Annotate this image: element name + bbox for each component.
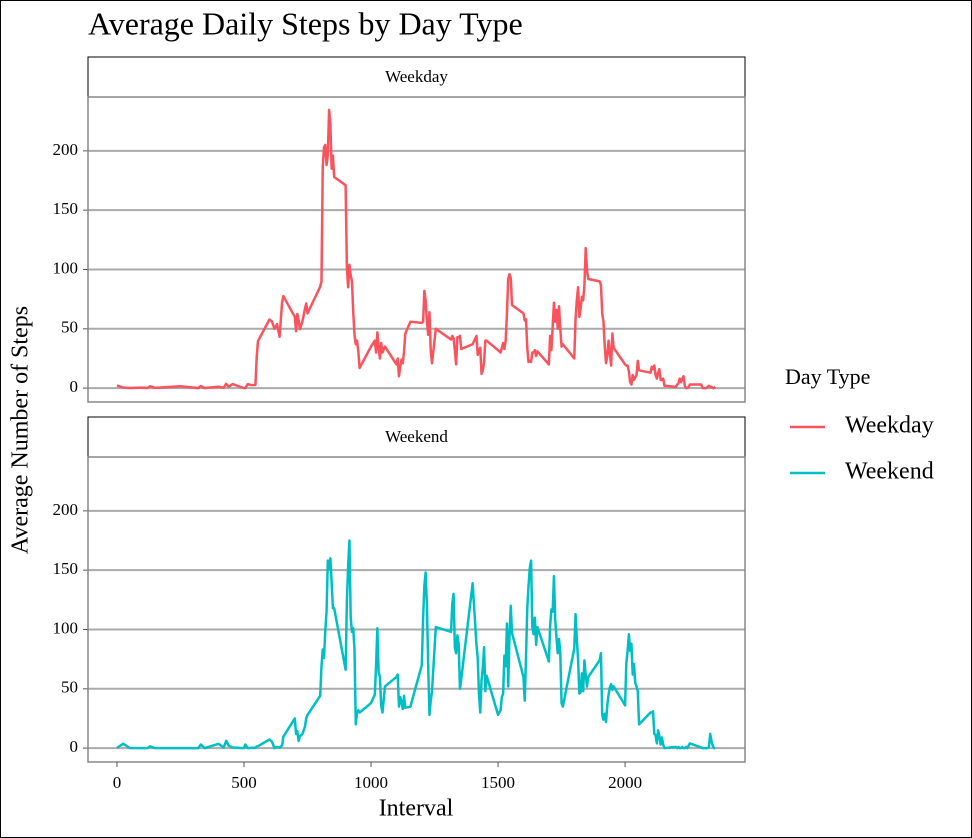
- panel-border: [87, 96, 746, 403]
- data-line: [116, 539, 716, 750]
- x-tick-label: 1500: [481, 773, 515, 792]
- y-tick-label: 100: [53, 618, 79, 637]
- y-tick-label: 150: [53, 559, 79, 578]
- y-tick-label: 200: [53, 500, 79, 519]
- chart-title: Average Daily Steps by Day Type: [88, 5, 523, 41]
- x-tick-label: 500: [231, 773, 257, 792]
- y-tick-label: 100: [53, 258, 79, 277]
- strip: [87, 416, 746, 458]
- y-tick-label: 0: [70, 737, 79, 756]
- y-tick-label: 50: [61, 318, 78, 337]
- y-axis-label: Average Number of Steps: [8, 306, 34, 554]
- strip-label: Weekend: [385, 427, 448, 446]
- data-line: [116, 108, 717, 390]
- y-tick-label: 200: [53, 140, 79, 159]
- x-axis-label: Interval: [379, 796, 454, 822]
- x-tick-label: 2000: [608, 773, 642, 792]
- legend-label: Weekday: [845, 413, 934, 439]
- y-tick-label: 50: [61, 678, 78, 697]
- strip-label: Weekday: [385, 67, 448, 86]
- legend-title: Day Type: [785, 364, 870, 389]
- y-tick-label: 0: [70, 377, 79, 396]
- y-tick-label: 150: [53, 199, 79, 218]
- x-tick-label: 1000: [354, 773, 388, 792]
- legend-label: Weekend: [845, 459, 934, 485]
- strip: [87, 56, 746, 98]
- panel-border: [87, 456, 746, 763]
- x-tick-label: 0: [113, 773, 122, 792]
